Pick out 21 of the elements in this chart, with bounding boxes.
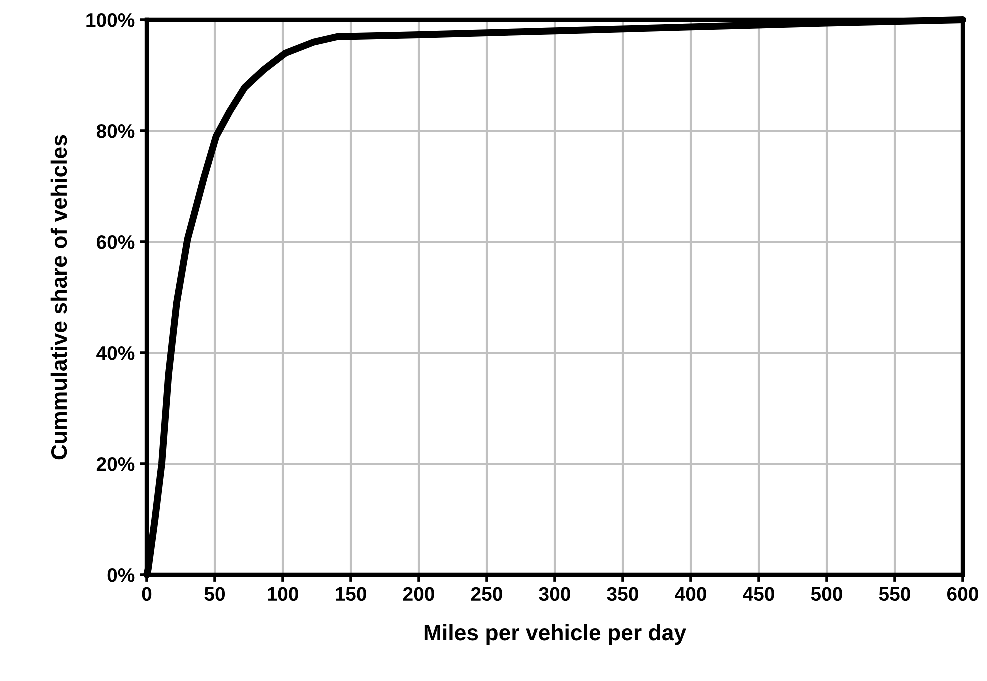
x-tick-label: 200 (403, 587, 434, 602)
x-tick-label: 250 (471, 587, 502, 602)
y-tick-label: 80% (96, 124, 135, 138)
x-tick-label: 600 (947, 587, 978, 602)
x-tick-label: 450 (743, 587, 774, 602)
x-tick-label: 500 (811, 587, 842, 602)
y-axis-title: Cummulative share of vehicles (50, 135, 68, 460)
x-tick-label: 300 (539, 587, 570, 602)
y-tick-label: 0% (108, 568, 135, 582)
x-tick-label: 0 (142, 587, 152, 602)
x-tick-label: 50 (204, 587, 226, 602)
x-tick-label: 550 (879, 587, 910, 602)
y-tick-label: 20% (96, 457, 135, 472)
x-tick-label: 350 (607, 587, 638, 602)
x-tick-label: 400 (675, 587, 706, 602)
y-tick-label: 100% (86, 13, 135, 28)
x-tick-label: 100 (268, 587, 298, 602)
y-tick-label: 60% (96, 235, 135, 250)
x-tick-label: 150 (336, 587, 366, 602)
y-tick-label: 40% (96, 346, 135, 360)
x-axis-title: Miles per vehicle per day (424, 624, 686, 646)
